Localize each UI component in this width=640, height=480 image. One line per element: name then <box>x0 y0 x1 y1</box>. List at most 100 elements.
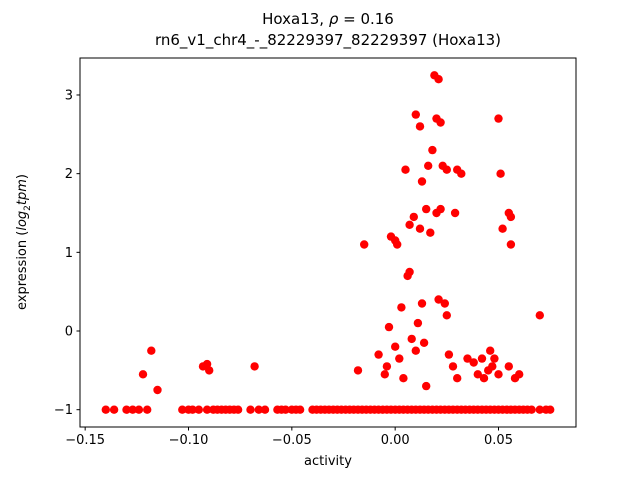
scatter-point <box>422 381 431 391</box>
y-tick-label: 1 <box>65 246 73 261</box>
scatter-point <box>444 350 454 359</box>
x-tick-label: 0.00 <box>381 433 410 448</box>
scatter-point <box>422 204 431 214</box>
scatter-point <box>440 299 449 308</box>
scatter-point <box>147 346 156 355</box>
scatter-point <box>450 208 460 218</box>
chart-subtitle: rn6_v1_chr4_-_82229397_82229397 (Hoxa13) <box>154 31 502 49</box>
scatter-point <box>393 240 402 249</box>
x-tick-label: −0.10 <box>169 433 209 448</box>
scatter-point <box>360 240 369 249</box>
scatter-point <box>128 405 137 414</box>
scatter-point <box>374 350 383 359</box>
scatter-point <box>417 299 427 308</box>
plot-border <box>79 57 577 428</box>
scatter-point <box>202 359 212 369</box>
x-tick-label: −0.05 <box>272 433 312 448</box>
scatter-point <box>233 405 243 414</box>
scatter-point <box>453 374 462 383</box>
scatter-point <box>188 405 197 414</box>
scatter-point <box>535 405 544 414</box>
scatter-point <box>405 220 414 229</box>
scatter-point <box>382 362 392 371</box>
scatter-point <box>281 405 290 414</box>
y-axis-label: expression (log2tpm) <box>15 174 33 310</box>
scatter-point <box>411 346 420 355</box>
scatter-point <box>101 405 111 414</box>
x-tick-label: −0.15 <box>65 433 105 448</box>
scatter-point <box>194 405 203 414</box>
scatter-point <box>442 165 451 174</box>
scatter-point <box>122 405 131 414</box>
scatter-point <box>496 169 505 178</box>
scatter-point <box>477 354 487 363</box>
scatter-point <box>246 405 255 414</box>
y-axis-label-prefix: expression ( <box>15 230 31 310</box>
scatter-point <box>506 212 516 222</box>
scatter-point <box>143 405 152 414</box>
scatter-point <box>426 228 435 237</box>
scatter-point <box>535 311 544 320</box>
scatter-point <box>527 405 536 414</box>
scatter-point <box>415 224 425 233</box>
y-tick-label: 3 <box>65 88 73 103</box>
scatter-point <box>397 303 406 312</box>
scatter-point <box>384 322 394 332</box>
scatter-point <box>254 405 263 414</box>
y-axis-label-suffix: ) <box>15 174 31 180</box>
scatter-point <box>490 354 499 363</box>
scatter-point <box>109 405 119 414</box>
scatter-point <box>411 110 420 119</box>
scatter-point <box>463 354 472 363</box>
scatter-point <box>546 405 555 414</box>
scatter-point <box>405 267 414 277</box>
scatter-point <box>486 346 495 355</box>
scatter-point <box>395 354 404 363</box>
scatter-point <box>353 366 363 375</box>
scatter-point <box>436 204 445 214</box>
scatter-point <box>413 318 423 328</box>
scatter-point <box>448 362 458 371</box>
scatter-point <box>424 161 433 170</box>
scatter-point <box>469 358 478 367</box>
y-tick-label: −1 <box>54 403 73 418</box>
scatter-point <box>250 362 259 371</box>
y-axis-label-log: log <box>15 210 31 231</box>
scatter-point <box>399 374 408 383</box>
scatter-point <box>494 114 503 123</box>
scatter-point <box>401 165 410 174</box>
scatter-point <box>442 311 451 320</box>
scatter-point <box>498 224 507 233</box>
scatter-point <box>488 362 497 371</box>
scatter-point <box>494 370 503 379</box>
scatter-point <box>415 122 425 131</box>
y-tick-label: 2 <box>65 167 73 182</box>
chart-title-value: = 0.16 <box>338 10 394 28</box>
scatter-point <box>479 374 489 383</box>
scatter-point <box>380 370 389 379</box>
scatter-point <box>434 295 443 304</box>
scatter-point <box>409 212 418 222</box>
y-axis-label-var: tpm <box>15 179 31 206</box>
scatter-point <box>515 370 524 379</box>
x-tick-label: 0.05 <box>484 433 513 448</box>
scatter-point <box>260 405 270 414</box>
y-axis-label-sub: 2 <box>22 205 33 211</box>
scatter-point <box>457 169 466 178</box>
scatter-point <box>391 342 400 351</box>
scatter-point <box>434 75 443 84</box>
scatter-point <box>178 405 187 414</box>
scatter-point <box>134 405 144 414</box>
scatter-point <box>436 118 445 127</box>
scatter-point <box>417 177 427 186</box>
y-tick-label: 0 <box>65 325 73 340</box>
scatter-point <box>504 362 513 371</box>
scatter-point <box>419 338 429 347</box>
scatter-point <box>473 370 482 379</box>
scatter-point <box>506 240 516 249</box>
x-axis-label: activity <box>304 454 352 469</box>
chart-title-prefix: Hoxa13, <box>262 10 329 28</box>
scatter-point <box>202 405 212 414</box>
